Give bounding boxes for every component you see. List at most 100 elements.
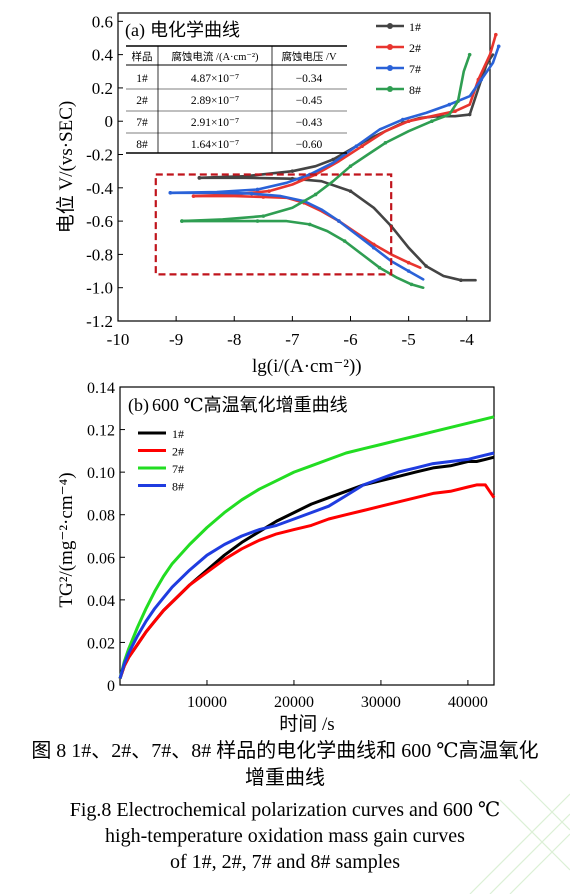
panel-a-x-tick-label: -8	[227, 330, 241, 349]
table-cell: −0.34	[296, 73, 323, 85]
table-cell: 2#	[136, 95, 148, 107]
curve-point	[456, 99, 460, 104]
polarization-curve-7	[169, 44, 501, 195]
legend-marker	[387, 23, 393, 29]
curve-point	[371, 245, 376, 250]
panel-b-y-ticks: 0 0.02 0.04 0.06 0.08 0.10 0.12 0.14	[87, 380, 125, 695]
table-cell: 1.64×10⁻⁷	[191, 139, 239, 151]
polarization-curve-1	[198, 176, 477, 282]
curve-point	[337, 219, 341, 223]
curve-point	[453, 109, 457, 114]
panel-a-y-tick-label: -0.4	[86, 179, 113, 198]
table-rows: 1# 4.87×10⁻⁷ −0.34 2# 2.89×10⁻⁷ −0.45 7# 2.91×1…	[126, 73, 347, 151]
curve-point	[409, 282, 414, 287]
curve-point	[348, 189, 353, 193]
panel-a-y-tick-label: -0.2	[86, 146, 113, 165]
legend-marker	[387, 86, 393, 92]
polarization-curve-1	[198, 53, 495, 180]
panel-a-title: 电化学曲线	[150, 20, 240, 40]
panel-a-x-tick-label: -7	[285, 330, 300, 349]
panel-b-y-tick-label: 0.08	[87, 508, 115, 525]
legend-label-8: 8#	[172, 480, 184, 494]
legend-label-1: 1#	[172, 427, 184, 441]
caption-english-line-2: high-temperature oxidation mass gain cur…	[105, 825, 465, 847]
table-cell: −0.43	[296, 117, 323, 129]
panel-a-y-tick-label: -0.8	[86, 245, 113, 264]
table-cell: 1#	[136, 73, 148, 85]
polarization-curve-8	[180, 53, 472, 223]
panel-a-electrochemical-chart: -10 -9 -8 -7 -6 -5 -4 -1.2 -1.0 -0.8 -0.6 -0.4 -0.2…	[55, 12, 501, 377]
table-cell: 8#	[136, 139, 148, 151]
table-cell: −0.60	[296, 139, 323, 151]
curve-point	[168, 191, 173, 195]
curve-point	[406, 269, 411, 273]
panel-b-legend: 1# 2# 7# 8#	[138, 427, 184, 494]
curve-point	[406, 119, 411, 124]
curve-point	[255, 187, 260, 192]
curve-point	[331, 157, 335, 162]
legend-marker	[387, 44, 393, 50]
legend-label-1: 1#	[409, 20, 421, 34]
curve-point	[401, 117, 405, 122]
curve-point	[459, 278, 463, 283]
panel-b-y-tick-label: 0.04	[87, 593, 115, 610]
panel-b-y-axis-title: TG²/(mg⁻²·cm⁻⁴)	[56, 472, 77, 607]
curve-point	[290, 169, 295, 173]
table-cell: 2.91×10⁻⁷	[191, 117, 239, 129]
legend-label-2: 2#	[172, 445, 184, 459]
curve-point	[360, 144, 364, 148]
caption-english: Fig.8 Electrochemical polarization curve…	[0, 797, 570, 875]
panel-a-curves	[168, 32, 501, 290]
panel-b-title: 600 ℃高温氧化增重曲线	[152, 395, 348, 415]
table-cell: 2.89×10⁻⁷	[191, 95, 239, 107]
curve-point	[424, 264, 428, 268]
polarization-curve-7	[169, 191, 425, 281]
table-cell: 4.87×10⁻⁷	[191, 73, 239, 85]
panel-a-label: (a)	[125, 20, 145, 41]
curve-point	[197, 176, 202, 180]
panel-a-x-axis-title: lg(i/(A·cm⁻²))	[252, 356, 362, 377]
panel-a-y-tick-label: -0.6	[86, 212, 113, 231]
caption-chinese-line-1: 图 8 1#、2#、7#、8# 样品的电化学曲线和 600 ℃高温氧化	[31, 740, 539, 762]
panel-b-y-tick-label: 0.12	[87, 423, 115, 440]
panel-a-x-tick-label: -9	[169, 330, 183, 349]
table-header-voltage: 腐蚀电压 /V	[281, 50, 337, 63]
curve-point	[267, 189, 271, 193]
panel-b-plot-frame	[119, 386, 495, 686]
panel-b-y-tick-label: 0.14	[87, 380, 115, 397]
curve-point	[494, 32, 498, 37]
curve-point	[377, 265, 382, 270]
curve-point	[342, 239, 347, 243]
panel-b-x-axis-title: 时间 /s	[279, 713, 334, 735]
curve-point	[430, 119, 434, 124]
legend-label-2: 2#	[409, 41, 421, 55]
curve-point	[371, 242, 376, 247]
panel-b-label: (b)	[128, 395, 149, 416]
curve-point	[467, 112, 472, 117]
legend-label-7: 7#	[409, 62, 421, 76]
caption-english-line-3: of 1#, 2#, 7# and 8# samples	[170, 851, 400, 873]
caption-english-line-1: Fig.8 Electrochemical polarization curve…	[69, 799, 501, 821]
panel-a-x-tick-label: -4	[460, 330, 475, 349]
curve-point	[261, 195, 266, 199]
panel-b-x-tick-label: 30000	[361, 694, 401, 711]
curve-point	[180, 219, 184, 223]
panel-b-y-tick-label: 0.02	[87, 635, 115, 652]
curve-point	[383, 141, 388, 145]
panel-a-y-tick-label: 0.6	[92, 12, 113, 31]
panel-a-y-tick-label: 0.2	[92, 79, 113, 98]
curve-point	[308, 222, 312, 227]
panel-a-x-tick-label: -5	[402, 330, 416, 349]
curve-point	[496, 44, 501, 49]
caption-chinese: 图 8 1#、2#、7#、8# 样品的电化学曲线和 600 ℃高温氧化 增重曲线	[0, 738, 570, 792]
corrosion-data-table: 样品 腐蚀电流 /(A·cm⁻²) 腐蚀电压 /V 1# 4.87×10⁻⁷ −0.…	[126, 45, 347, 154]
panel-b-y-tick-label: 0	[107, 678, 115, 695]
panel-b-y-tick-label: 0.06	[87, 550, 115, 567]
curve-point	[406, 260, 411, 265]
mass-gain-curve-7	[118, 415, 495, 679]
table-header-current: 腐蚀电流 /(A·cm⁻²)	[171, 50, 259, 63]
polarization-curve-8	[180, 219, 425, 290]
panel-a-x-ticks: -10 -9 -8 -7 -6 -5 -4	[107, 316, 475, 349]
mass-gain-curve-2	[118, 483, 496, 680]
